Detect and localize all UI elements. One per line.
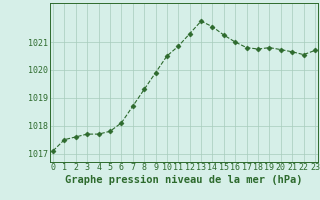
X-axis label: Graphe pression niveau de la mer (hPa): Graphe pression niveau de la mer (hPa) <box>65 175 303 185</box>
